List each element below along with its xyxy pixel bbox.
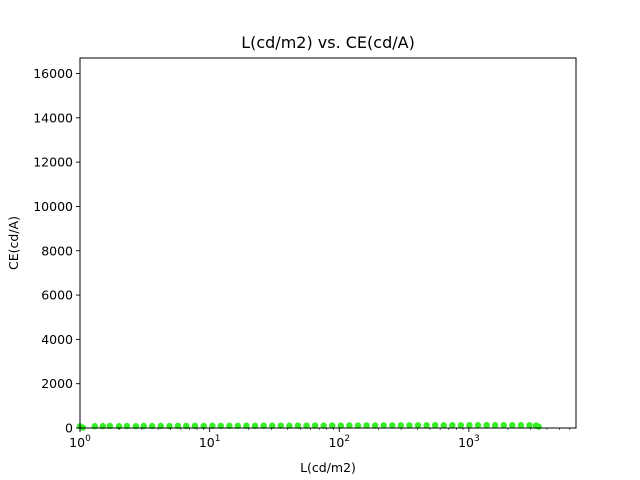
data-point	[320, 422, 327, 429]
data-point	[226, 422, 233, 429]
data-point	[466, 421, 473, 429]
data-point	[483, 421, 490, 429]
y-tick-label: 2000	[41, 376, 73, 391]
y-tick-label: 10000	[33, 199, 73, 214]
y-tick-label: 12000	[33, 155, 73, 170]
data-point	[517, 422, 525, 429]
data-point	[337, 422, 345, 429]
data-point	[303, 422, 310, 429]
data-point	[346, 422, 353, 429]
data-point	[363, 422, 370, 429]
data-point	[406, 422, 413, 429]
data-point	[380, 422, 387, 429]
x-tick-label: 103	[458, 434, 480, 450]
chart-title: L(cd/m2) vs. CE(cd/A)	[241, 33, 415, 52]
x-axis-label: L(cd/m2)	[300, 460, 356, 475]
data-point	[260, 422, 267, 429]
data-point	[535, 423, 542, 430]
data-point	[440, 422, 447, 429]
data-point	[509, 422, 516, 429]
y-tick-label: 8000	[41, 243, 73, 258]
data-point	[397, 422, 405, 429]
data-point	[286, 422, 293, 429]
y-axis-label: CE(cd/A)	[6, 216, 21, 270]
x-tick-label: 100	[69, 434, 91, 450]
scatter-points	[76, 421, 542, 431]
y-tick-label: 0	[65, 421, 73, 436]
y-tick-label: 14000	[33, 110, 73, 125]
x-tick-label: 101	[199, 434, 221, 450]
x-axis-ticks: 100 101 102 103	[69, 428, 571, 450]
data-point	[500, 421, 507, 429]
data-point	[457, 422, 465, 429]
data-point	[526, 422, 533, 429]
y-tick-label: 6000	[41, 288, 73, 303]
plot-area-frame	[79, 57, 577, 429]
data-point	[431, 422, 439, 429]
data-point	[371, 422, 379, 429]
data-point	[423, 422, 430, 429]
data-point	[329, 422, 336, 429]
data-point	[449, 422, 456, 429]
y-tick-label: 16000	[33, 66, 73, 81]
data-point	[491, 422, 499, 429]
data-point	[234, 422, 242, 430]
x-tick-label: 102	[328, 434, 350, 450]
data-point	[191, 422, 199, 430]
y-axis-ticks: 0 2000 4000 6000 8000 10000 12000 14000 16000	[33, 66, 80, 436]
data-point	[354, 422, 362, 429]
data-point	[311, 422, 319, 429]
data-point	[414, 422, 422, 429]
data-point	[251, 422, 259, 430]
data-point	[474, 422, 482, 429]
y-tick-label: 4000	[41, 332, 73, 347]
data-point	[243, 422, 250, 429]
data-point	[209, 422, 216, 430]
data-point	[389, 422, 396, 429]
data-point	[277, 422, 285, 429]
data-point	[269, 422, 276, 429]
data-point	[294, 422, 302, 429]
